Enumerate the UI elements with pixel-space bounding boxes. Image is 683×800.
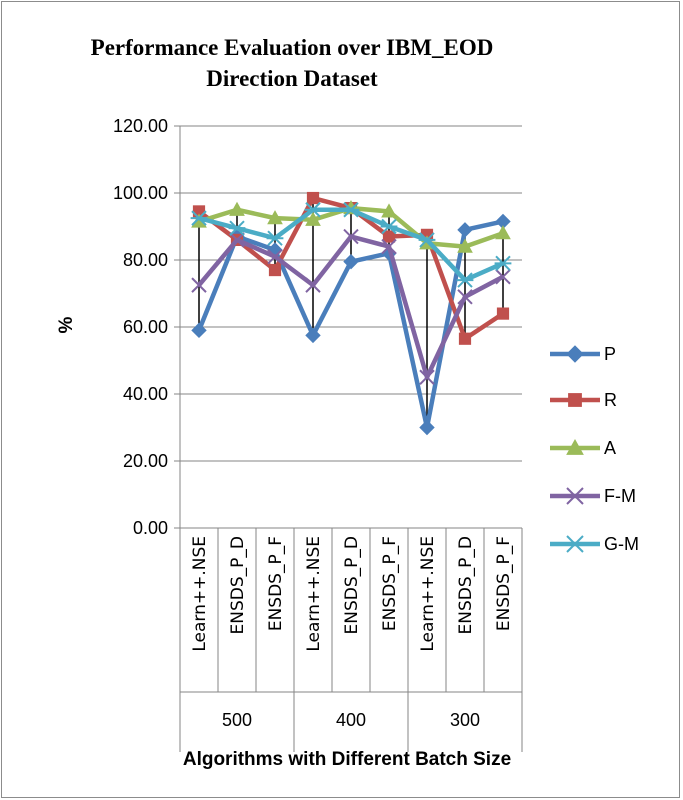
data-point <box>419 369 435 385</box>
legend-marker <box>566 438 584 455</box>
y-tick-label: 40.00 <box>123 384 168 404</box>
data-point <box>342 202 360 218</box>
data-point <box>457 289 473 305</box>
data-point <box>494 255 512 272</box>
data-point <box>382 230 396 243</box>
x-group-label: 300 <box>450 710 480 730</box>
data-point <box>305 211 321 226</box>
data-point <box>457 238 473 253</box>
x-category-label: ENSDS_P_F <box>494 536 514 631</box>
data-point <box>381 238 397 255</box>
x-category-label: Learn++.NSE <box>190 536 210 652</box>
x-category-labels: Learn++.NSE ENSDS_P_D ENSDS_P_F Learn++.NSE… <box>190 536 514 652</box>
data-point <box>267 210 283 225</box>
x-axis-title: Algorithms with Different Batch Size <box>183 749 511 770</box>
data-point <box>495 269 511 285</box>
series-lines <box>190 191 512 436</box>
legend-item-a: A <box>550 438 616 458</box>
data-point <box>419 419 435 436</box>
y-tick-label: 120.00 <box>113 116 168 136</box>
y-axis-ticks: 0.00 20.00 40.00 60.00 80.00 100.00 120.00 <box>113 116 180 538</box>
x-category-label: ENSDS_P_D <box>456 536 476 634</box>
data-point <box>306 191 320 205</box>
legend-label: R <box>604 390 617 410</box>
x-category-label: ENSDS_P_D <box>342 536 362 634</box>
legend: P R A F-M G-M <box>550 344 639 554</box>
x-category-label: ENSDS_P_D <box>228 536 248 634</box>
series-g-m <box>190 202 512 288</box>
data-point <box>305 277 321 293</box>
legend-marker <box>565 535 585 553</box>
data-point <box>456 272 474 288</box>
chart-title-line-2: Direction Dataset <box>206 66 378 91</box>
data-point <box>191 277 207 293</box>
data-point <box>190 210 208 226</box>
legend-label: P <box>604 344 616 364</box>
data-point <box>267 248 283 265</box>
legend-label: G-M <box>604 534 639 554</box>
series-f-m <box>191 228 511 385</box>
legend-item-f-m: F-M <box>550 486 636 506</box>
legend-item-r: R <box>550 390 617 410</box>
data-point <box>266 230 284 246</box>
data-point <box>229 201 245 216</box>
chart-title-line-1: Performance Evaluation over IBM_EOD <box>91 35 494 60</box>
legend-item-p: P <box>550 344 616 364</box>
legend-marker <box>568 393 582 407</box>
data-point <box>380 218 398 235</box>
legend-label: A <box>604 438 616 458</box>
legend-marker <box>566 345 584 363</box>
data-point <box>228 220 246 236</box>
x-category-label: Learn++.NSE <box>418 536 438 652</box>
data-point <box>343 253 359 270</box>
data-point <box>418 232 436 248</box>
x-group-labels: 500 400 300 <box>222 710 480 730</box>
y-tick-label: 60.00 <box>123 317 168 337</box>
data-point <box>343 228 359 245</box>
x-category-label: ENSDS_P_F <box>380 536 400 631</box>
legend-label: F-M <box>604 486 636 506</box>
x-category-label: Learn++.NSE <box>304 536 324 652</box>
data-point <box>458 332 472 345</box>
y-tick-label: 0.00 <box>133 518 168 538</box>
data-point <box>495 225 511 240</box>
data-point <box>229 232 245 248</box>
legend-item-g-m: G-M <box>550 534 639 554</box>
data-point <box>268 263 282 277</box>
data-point <box>305 327 321 344</box>
legend-marker <box>566 487 584 505</box>
gridlines <box>180 125 522 462</box>
x-category-label: ENSDS_P_F <box>266 536 286 631</box>
x-group-label: 400 <box>336 710 366 730</box>
data-point <box>304 202 322 218</box>
data-point <box>381 203 397 218</box>
data-point <box>191 322 207 339</box>
y-tick-label: 20.00 <box>123 451 168 471</box>
data-point <box>496 307 510 320</box>
y-tick-label: 80.00 <box>123 250 168 270</box>
axes <box>179 126 523 752</box>
x-group-label: 500 <box>222 710 252 730</box>
y-axis-title: % <box>56 316 77 333</box>
data-point <box>457 222 473 238</box>
y-tick-label: 100.00 <box>113 183 168 203</box>
